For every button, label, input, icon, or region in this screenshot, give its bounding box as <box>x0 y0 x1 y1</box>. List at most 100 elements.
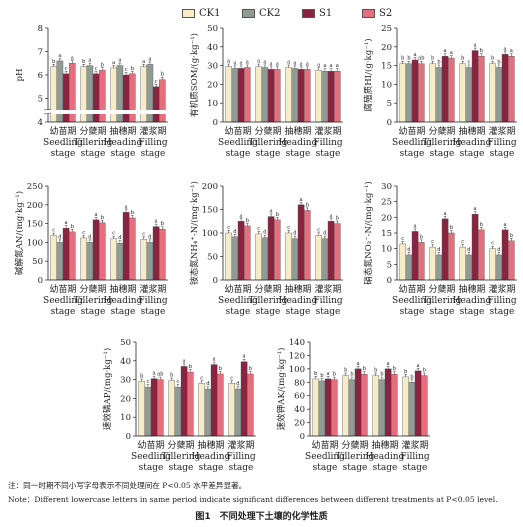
significance-letter: d <box>293 231 297 237</box>
x-label-cn: 分蘖期 <box>79 283 106 295</box>
y-tick-label: 0 <box>213 276 218 286</box>
significance-letter: b <box>420 234 424 240</box>
significance-letter: a <box>474 43 477 49</box>
significance-letter: a <box>504 222 507 228</box>
significance-letter: b <box>276 212 280 218</box>
bar-s2 <box>477 229 485 281</box>
significance-letter: a <box>444 48 447 54</box>
bar-s2 <box>216 373 224 437</box>
bar-s2 <box>447 57 455 123</box>
x-label-en: Tillering <box>249 296 288 306</box>
significance-letter: c <box>200 375 203 381</box>
bar-ck2 <box>321 238 329 281</box>
significance-letter: a <box>88 58 91 64</box>
x-label-cn: 抽穗期 <box>458 125 485 137</box>
significance-letter: c <box>176 379 179 385</box>
significance-letter: d <box>437 247 441 253</box>
y-tick-label: 20 <box>381 43 392 53</box>
bar-ck2 <box>348 379 356 437</box>
bar-ck1 <box>225 232 232 281</box>
bar-ck1 <box>228 383 236 437</box>
significance-letter: a <box>233 60 236 66</box>
significance-letter: a <box>300 61 303 67</box>
significance-letter: b <box>101 215 105 221</box>
y-tick-label: 6 <box>38 71 43 81</box>
y-tick-label: 0 <box>387 276 392 286</box>
significance-letter: a <box>95 212 98 218</box>
x-label-stage: stage <box>141 149 166 159</box>
y-tick-label: 40 <box>207 43 218 53</box>
y-tick-label: 120 <box>289 351 305 361</box>
significance-letter: b <box>374 368 378 374</box>
x-label-cn: 抽穗期 <box>371 439 398 451</box>
bar-ck1 <box>489 63 497 123</box>
bar-ck2 <box>291 68 299 123</box>
bar-s1 <box>501 54 509 123</box>
x-label-en: Heading <box>366 452 405 462</box>
x-label-en: Seedling <box>43 296 83 306</box>
significance-letter: d <box>407 247 411 253</box>
bar-s2 <box>158 229 166 281</box>
x-label-stage: stage <box>199 463 224 473</box>
x-label-stage: stage <box>313 463 338 473</box>
bar-ck2 <box>146 242 154 281</box>
y-axis-label: 速效磷AP/(mg·kg⁻¹) <box>101 348 113 430</box>
y-tick-label: 30 <box>381 182 392 192</box>
y-tick-label: 0 <box>126 432 131 442</box>
significance-letter: b <box>333 372 337 378</box>
significance-letter: c <box>142 231 145 237</box>
bar-s1 <box>471 214 479 281</box>
significance-letter: b <box>497 59 501 65</box>
significance-letter: c <box>467 59 470 65</box>
x-label-cn: 抽穗期 <box>284 125 311 137</box>
bar-s1 <box>237 221 245 281</box>
x-label-en: Seedling <box>131 452 171 462</box>
significance-letter: a <box>450 50 453 56</box>
bar-s1 <box>441 218 449 281</box>
x-label-stage: stage <box>139 463 164 473</box>
y-tick-label: 5 <box>387 99 392 109</box>
y-tick-label: 0 <box>38 276 43 286</box>
significance-letter: a <box>276 61 279 67</box>
significance-letter: d <box>118 235 122 241</box>
significance-letter: c <box>155 79 158 85</box>
bar-s2 <box>244 225 251 281</box>
x-label-cn: 抽穗期 <box>284 283 311 295</box>
significance-letter: c <box>125 67 128 73</box>
x-label-cn: 分蘖期 <box>79 125 106 137</box>
significance-letter: a <box>112 60 115 66</box>
y-tick-label: 140 <box>289 338 305 348</box>
bar-s1 <box>441 56 449 123</box>
bar-s2 <box>158 79 166 123</box>
significance-letter: a <box>270 209 273 215</box>
y-tick-label: 20 <box>207 80 218 90</box>
x-label-en: Tillering <box>336 452 375 462</box>
bar-s1 <box>267 69 275 123</box>
significance-letter: b <box>161 221 165 227</box>
bar-ck2 <box>231 68 239 123</box>
bar-ck1 <box>342 375 349 437</box>
x-label-cn: 幼苗期 <box>224 283 251 295</box>
legend: CK1 CK2 S1 S2 <box>0 6 523 22</box>
bar-ck1 <box>110 238 117 281</box>
y-tick-label: 5 <box>38 95 43 105</box>
bar-s2 <box>360 374 368 437</box>
x-label-stage: stage <box>490 307 515 317</box>
significance-letter: b <box>306 202 310 208</box>
significance-letter: a <box>240 60 243 66</box>
significance-letter: b <box>82 59 86 65</box>
significance-letter: a <box>357 361 360 367</box>
x-label-cn: 抽穗期 <box>109 283 136 295</box>
significance-letter: b <box>246 218 250 224</box>
legend-swatch <box>242 8 255 18</box>
significance-letter: c <box>431 239 434 245</box>
significance-letter: a <box>330 63 333 69</box>
y-tick-label: 80 <box>294 378 305 388</box>
significance-letter: d <box>148 234 152 240</box>
significance-letter: c <box>52 228 55 234</box>
bar-s1 <box>62 227 70 281</box>
bar-s1 <box>324 378 332 437</box>
